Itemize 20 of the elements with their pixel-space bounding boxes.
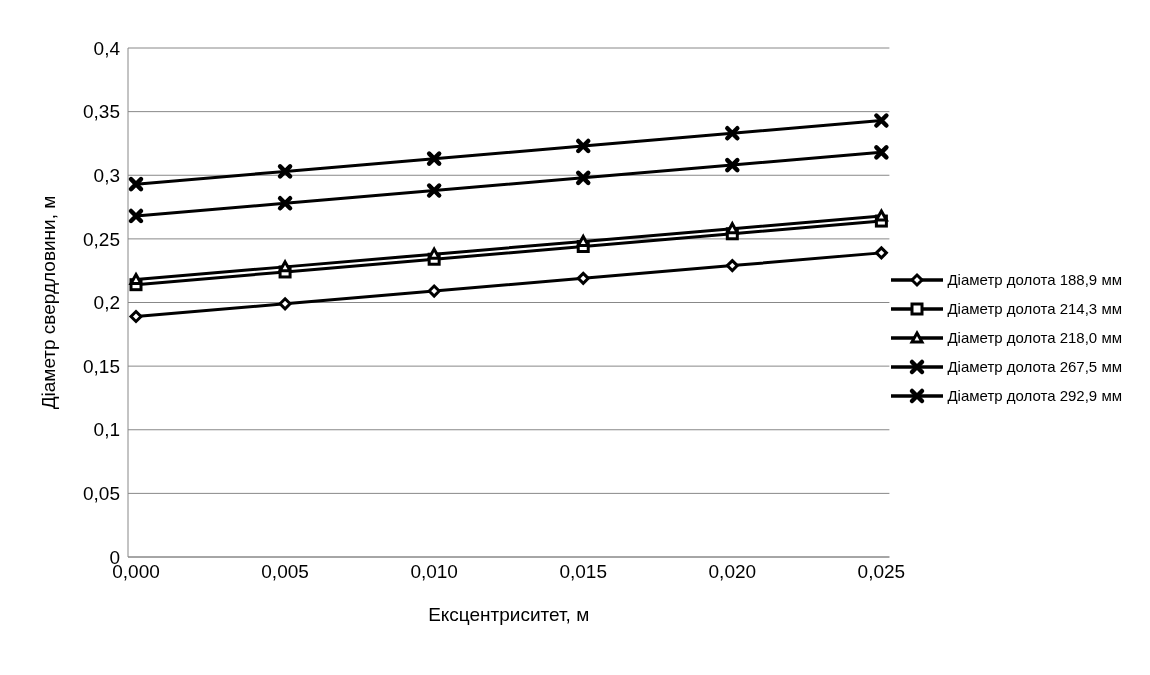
- legend-label: Діаметр долота 218,0 мм: [947, 329, 1122, 346]
- y-tick-label: 0,2: [93, 292, 120, 314]
- legend-label: Діаметр долота 267,5 мм: [947, 358, 1122, 375]
- x-tick-label: 0,010: [410, 561, 458, 583]
- x-tick-label: 0,015: [559, 561, 608, 583]
- y-tick-label: 0,05: [83, 483, 120, 505]
- y-tick-label: 0,25: [83, 228, 120, 250]
- y-tick-label: 0,3: [93, 164, 120, 186]
- y-tick-label: 0,1: [93, 419, 120, 441]
- y-tick-label: 0,4: [93, 37, 121, 59]
- x-tick-label: 0,005: [261, 561, 309, 583]
- x-axis-title: Ексцентриситет, м: [428, 604, 590, 625]
- y-tick-label: 0,35: [83, 101, 120, 123]
- y-tick-label: 0,15: [83, 355, 120, 377]
- legend-label: Діаметр долота 188,9 мм: [947, 271, 1122, 288]
- y-axis-title: Діаметр свердловини, м: [37, 195, 59, 410]
- x-tick-label: 0,025: [857, 561, 906, 583]
- legend-label: Діаметр долота 292,9 мм: [947, 387, 1122, 404]
- legend-label: Діаметр долота 214,3 мм: [947, 300, 1122, 317]
- x-tick-label: 0,020: [708, 561, 757, 583]
